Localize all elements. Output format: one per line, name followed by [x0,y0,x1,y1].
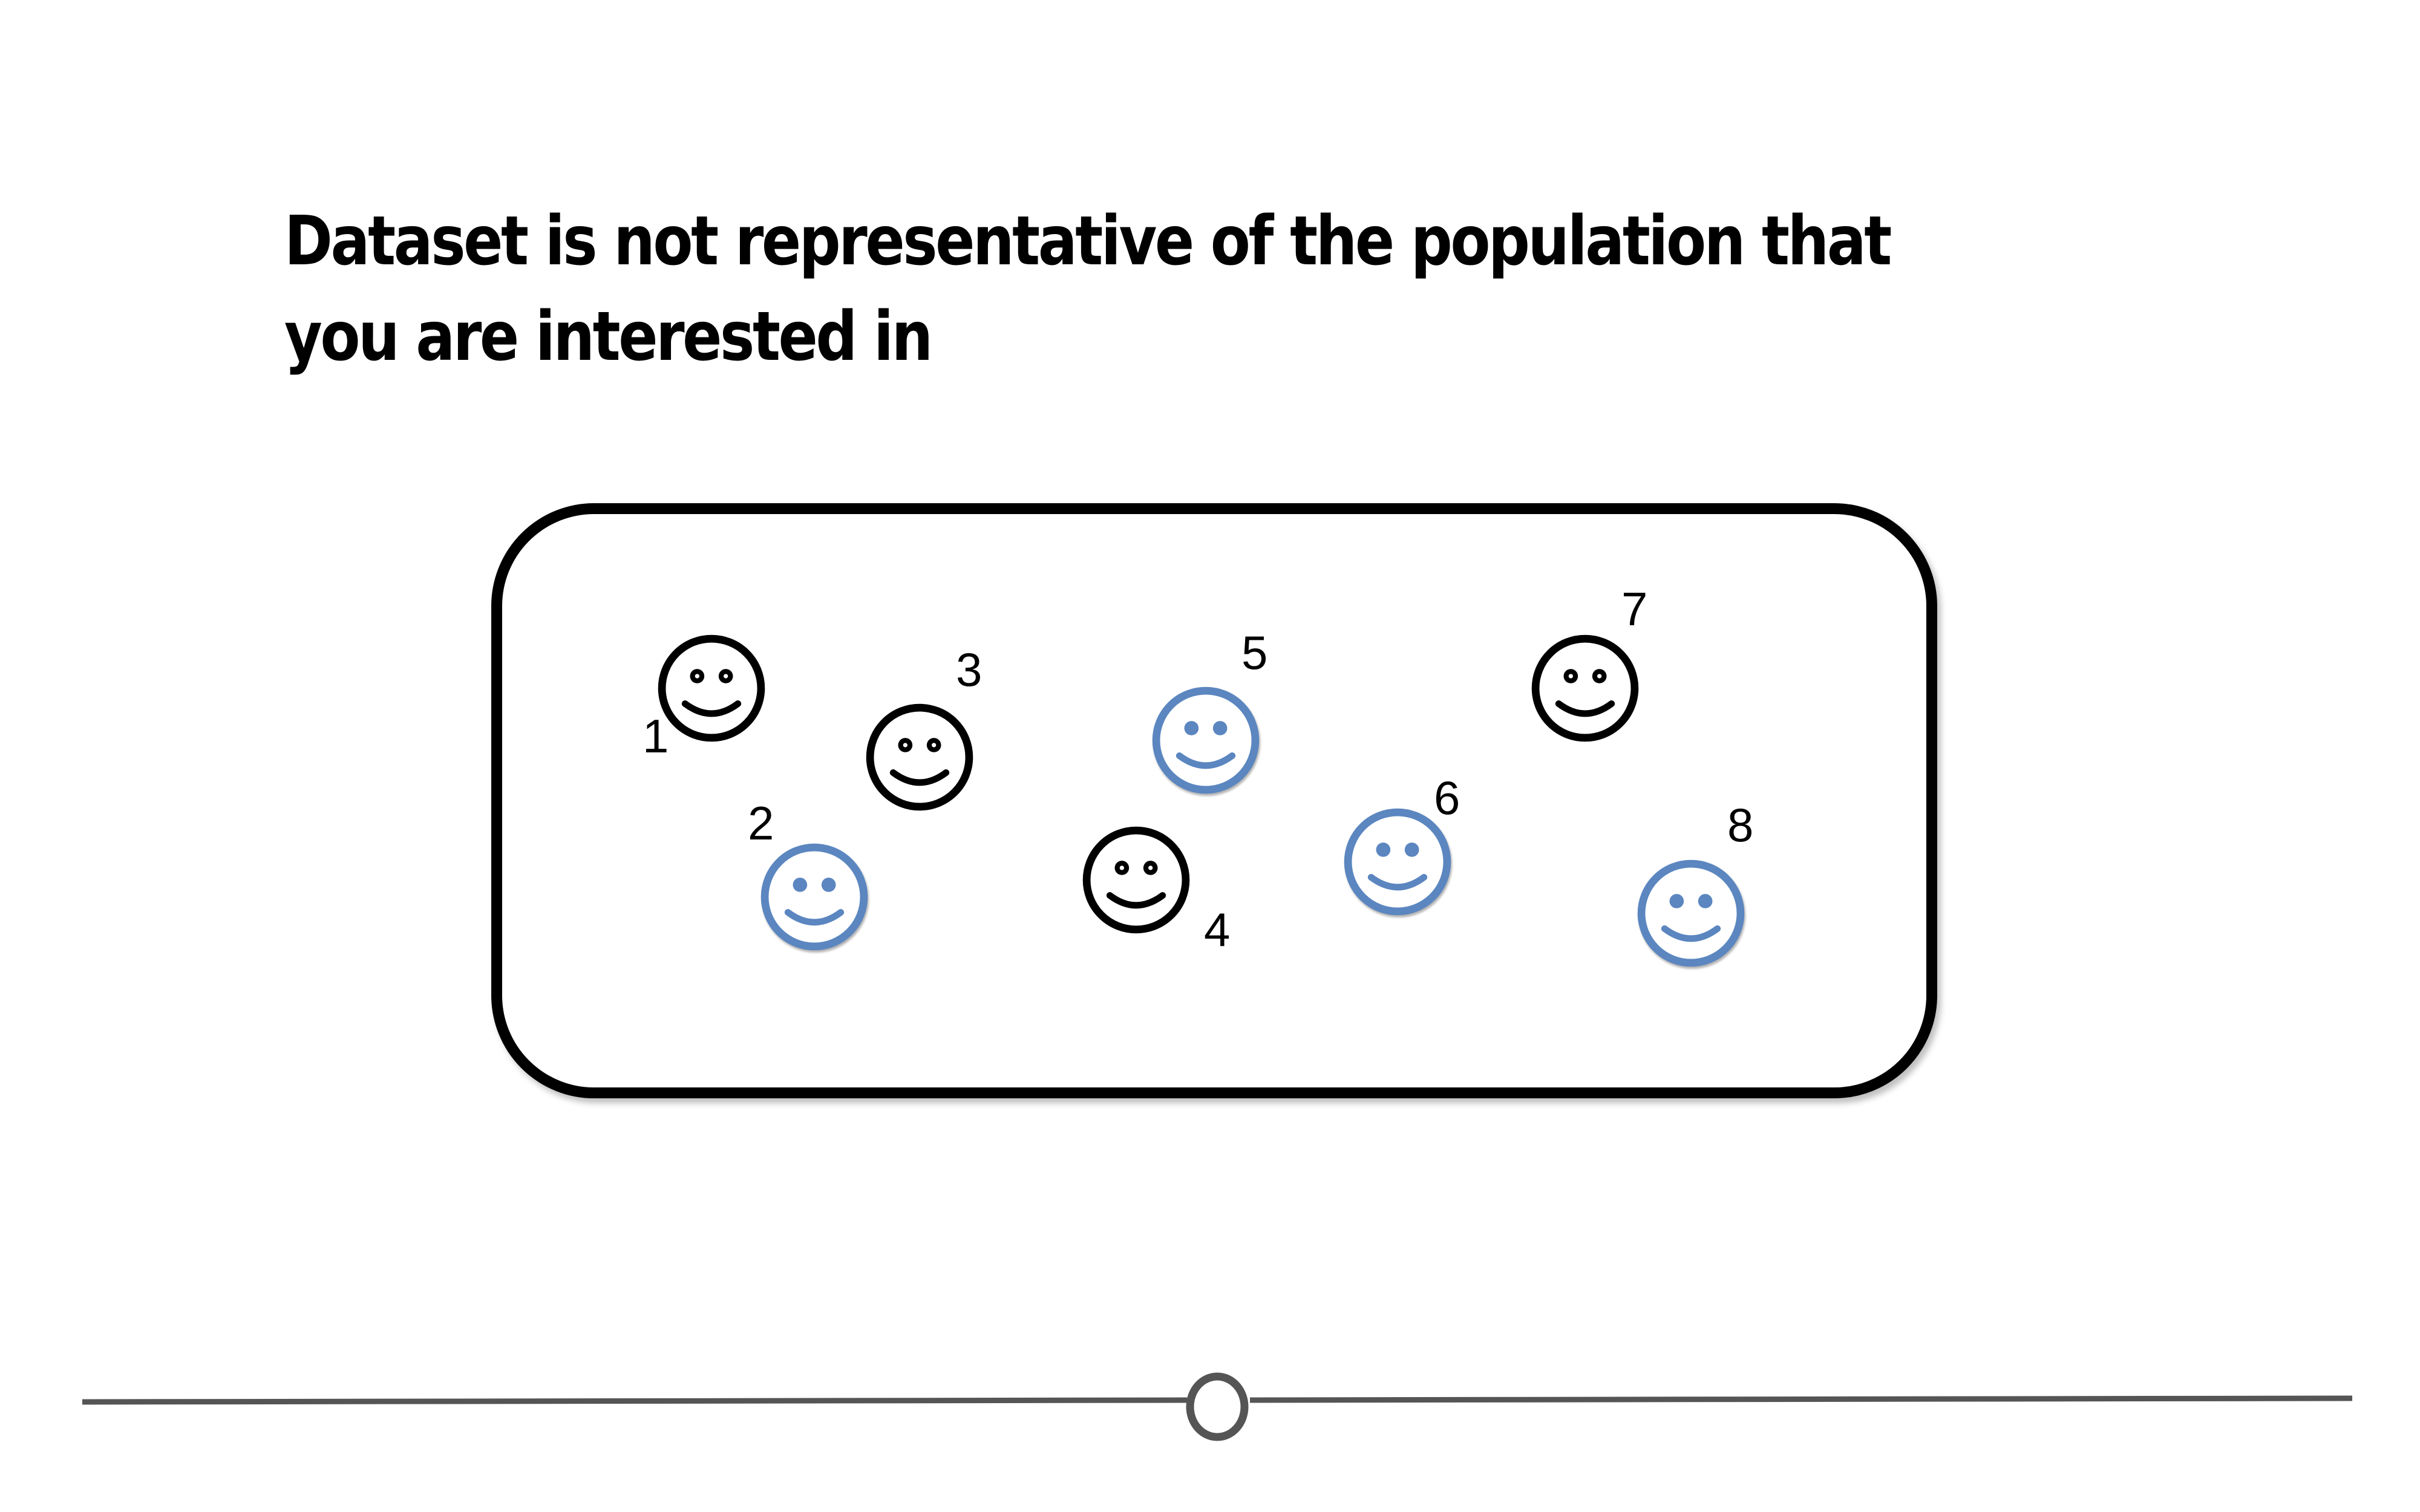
right-eye [821,878,836,892]
person-label-1: 1 [643,709,669,763]
smile [1367,874,1428,891]
person-label-2: 2 [748,797,774,850]
eye-highlight [1568,674,1573,679]
eye-highlight [724,674,728,679]
face-outline [658,634,765,742]
person-label-4: 4 [1204,903,1231,956]
person-7 [1530,633,1640,743]
person-3 [865,702,975,812]
smile [681,700,742,717]
person-4 [1081,825,1191,935]
smile [784,909,845,926]
eye-highlight [1597,674,1602,679]
person-label-5: 5 [1241,626,1268,679]
eye-highlight [695,674,699,679]
face-outline [1152,686,1260,794]
face-outline [1344,808,1451,916]
person-6 [1342,807,1453,917]
left-eye [793,878,808,892]
eye-highlight [903,743,908,748]
smile [1106,892,1166,909]
smiley-face-icon [1531,634,1639,742]
left-eye [1376,842,1391,857]
smile [1176,752,1236,769]
right-eye [1212,721,1228,735]
eye-highlight [932,743,937,748]
person-label-8: 8 [1727,798,1754,852]
eye-highlight [1119,865,1124,870]
person-label-3: 3 [956,643,983,696]
timeline-line-left [82,1397,1188,1405]
smile [1555,700,1615,717]
smile [1661,925,1721,942]
person-2 [759,842,869,952]
smiley-face-icon [1082,826,1190,934]
slide-title: Dataset is not representative of the pop… [284,202,1892,376]
smiley-face-icon [658,634,765,742]
right-eye [1404,842,1419,857]
face-outline [1637,859,1745,967]
face-outline [866,703,973,811]
person-label-7: 7 [1621,582,1648,636]
face-outline [760,843,868,951]
timeline-line-right [1249,1395,2353,1403]
person-label-6: 6 [1434,771,1460,824]
right-eye [1698,894,1713,908]
eye-highlight [1148,865,1153,870]
smiley-face-icon [1152,686,1260,794]
smiley-face-icon [1637,859,1745,967]
smiley-face-icon [760,843,868,951]
smile [889,769,950,786]
smiley-face-icon [1344,808,1451,916]
left-eye [1669,894,1684,908]
population-frame [491,503,1937,1098]
face-outline [1082,826,1190,934]
person-5 [1151,685,1261,795]
person-8 [1636,858,1746,968]
face-outline [1531,634,1639,742]
person-1 [656,633,767,743]
timeline-knob-icon[interactable] [1186,1372,1249,1441]
smiley-face-icon [866,703,973,811]
left-eye [1184,721,1199,735]
